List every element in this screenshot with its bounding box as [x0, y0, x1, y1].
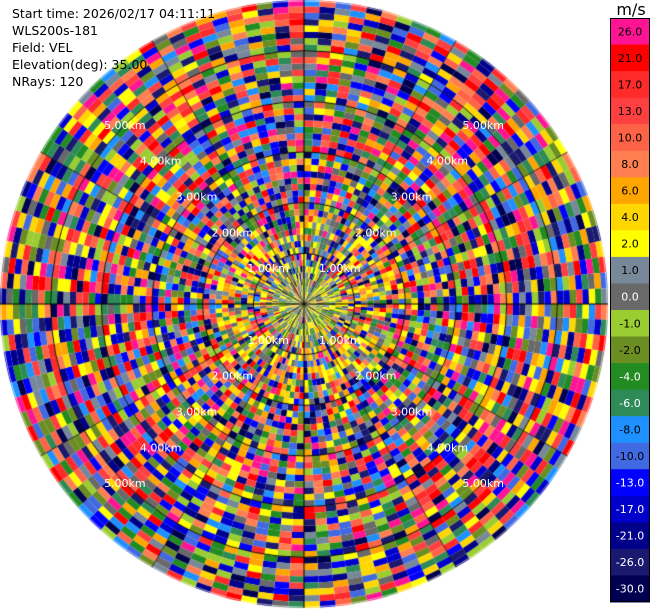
range-ring-label: 1.00km [319, 262, 361, 275]
colorbar-tick-label: -4.0 [619, 370, 640, 383]
colorbar-tick-label: -10.0 [616, 450, 644, 463]
scan-info: Start time: 2026/02/17 04:11:11 WLS200s-… [12, 5, 215, 90]
colorbar-swatch [610, 442, 650, 470]
colorbar-tick-label: -17.0 [616, 503, 644, 516]
range-ring-label: 2.00km [212, 370, 254, 383]
colorbar-swatch [610, 548, 650, 576]
colorbar-swatch [610, 283, 650, 311]
colorbar-tick-label: 0.0 [621, 291, 639, 304]
field-name: Field: VEL [12, 40, 73, 55]
range-ring-label: 1.00km [319, 334, 361, 347]
colorbar-tick-label: 17.0 [618, 78, 643, 91]
colorbar-tick-label: -1.0 [619, 317, 640, 330]
range-ring-label: 1.00km [247, 262, 289, 275]
colorbar-swatch [610, 230, 650, 258]
ppi-plot [0, 0, 610, 610]
range-ring-label: 4.00km [140, 441, 182, 454]
colorbar-tick-label: 1.0 [621, 264, 639, 277]
colorbar-swatch [610, 71, 650, 99]
colorbar-swatch [610, 310, 650, 338]
colorbar-swatch [610, 575, 650, 603]
colorbar-tick-label: -8.0 [619, 423, 640, 436]
range-ring-label: 2.00km [212, 226, 254, 239]
range-ring-label: 3.00km [391, 191, 433, 204]
colorbar-tick-label: 6.0 [621, 185, 639, 198]
nrays: NRays: 120 [12, 74, 84, 89]
instrument-name: WLS200s-181 [12, 23, 98, 38]
colorbar-swatch [610, 522, 650, 550]
colorbar-swatch [610, 495, 650, 523]
colorbar: 26.0 21.0 17.0 13.0 10.0 8.0 6.0 4.0 2.0 1.0 0.0 -1… [610, 18, 650, 603]
colorbar-tick-label: -6.0 [619, 397, 640, 410]
colorbar-swatch [610, 416, 650, 444]
range-ring-label: 2.00km [355, 370, 397, 383]
colorbar-tick-label: 2.0 [621, 238, 639, 251]
colorbar-swatch [610, 150, 650, 178]
colorbar-swatch [610, 18, 650, 46]
colorbar-tick-label: 26.0 [618, 25, 643, 38]
colorbar-tick-label: 4.0 [621, 211, 639, 224]
colorbar-swatch [610, 203, 650, 231]
colorbar-tick-label: 21.0 [618, 52, 643, 65]
range-ring-label: 5.00km [462, 119, 504, 132]
colorbar-swatch [610, 363, 650, 391]
range-ring-label: 5.00km [104, 477, 146, 490]
colorbar-swatch [610, 336, 650, 364]
colorbar-tick-label: -13.0 [616, 477, 644, 490]
colorbar-tick-label: 10.0 [618, 131, 643, 144]
range-ring-label: 5.00km [104, 119, 146, 132]
colorbar-swatch [610, 44, 650, 72]
range-ring-label: 3.00km [391, 405, 433, 418]
colorbar-tick-label: -2.0 [619, 344, 640, 357]
colorbar-tick-label: -21.0 [616, 530, 644, 543]
colorbar-unit: m/s [616, 0, 646, 19]
colorbar-swatch [610, 97, 650, 125]
colorbar-swatch [610, 256, 650, 284]
range-ring-label: 1.00km [247, 334, 289, 347]
range-ring-label: 3.00km [176, 405, 218, 418]
elevation: Elevation(deg): 35.00 [12, 57, 148, 72]
colorbar-swatch [610, 389, 650, 417]
colorbar-tick-label: 13.0 [618, 105, 643, 118]
range-ring-label: 4.00km [427, 155, 469, 168]
colorbar-tick-label: -30.0 [616, 583, 644, 596]
colorbar-swatch [610, 124, 650, 152]
colorbar-swatch [610, 469, 650, 497]
range-ring-label: 4.00km [427, 441, 469, 454]
ring-labels: 1.00km 1.00km 1.00km 1.00km 2.00km 2.00km 2.00… [0, 0, 610, 610]
range-ring-label: 4.00km [140, 155, 182, 168]
start-time: Start time: 2026/02/17 04:11:11 [12, 6, 216, 21]
range-ring-label: 3.00km [176, 191, 218, 204]
range-ring-label: 2.00km [355, 226, 397, 239]
range-ring-label: 5.00km [462, 477, 504, 490]
colorbar-tick-label: -26.0 [616, 556, 644, 569]
colorbar-swatch [610, 177, 650, 205]
colorbar-tick-label: 8.0 [621, 158, 639, 171]
